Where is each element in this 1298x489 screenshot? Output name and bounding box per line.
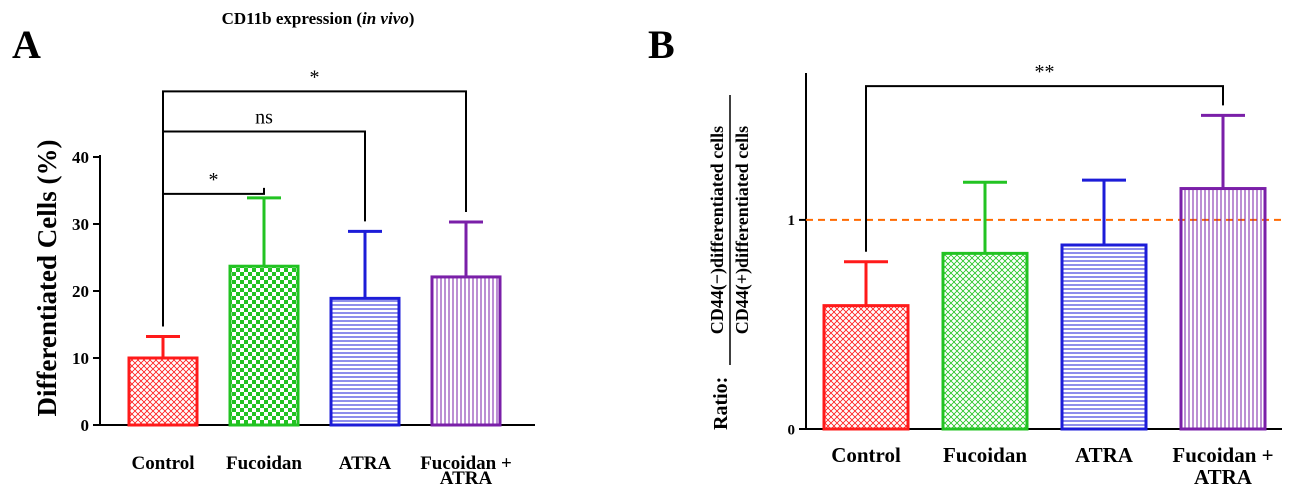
panel-b-category-label: Fucoidan [943, 443, 1027, 467]
panel-a-title: CD11b expression (in vivo) [222, 9, 415, 28]
panel-a-category-label: Control [132, 453, 195, 474]
panel-a-y-axis-label: Differentiated Cells (%) [32, 140, 62, 417]
panel-a-bar [329, 296, 401, 427]
panel-a-category-label: ATRA [339, 453, 392, 474]
panel-a-y-tick-label: 40 [72, 148, 89, 167]
panel-b-y-axis-numerator: CD44(−)differentiated cells [707, 126, 728, 334]
panel-b-category-label-line2: ATRA [1194, 465, 1253, 489]
panel-b-bar [1060, 243, 1148, 431]
panel-a-bar [430, 275, 502, 427]
panel-b-significance-bracket [865, 85, 1224, 252]
panel-b-y-axis-prefix: Ratio: [710, 377, 732, 430]
panel-a-category-label-line2: ATRA [440, 468, 493, 489]
panel-a-category-label: Fucoidan + [420, 453, 512, 474]
panel-a-title-italic: in vivo [362, 9, 409, 28]
panel-b-category-label: ATRA [1075, 443, 1134, 467]
panel-b-category-label: Fucoidan + [1172, 443, 1273, 467]
panel-b-y-axis-label: Ratio: CD44(−)differentiated cells CD44(… [707, 95, 753, 430]
panel-a-title-end: ) [409, 9, 415, 28]
panel-a-title-main: CD11b expression ( [222, 9, 363, 28]
panel-a-category-label: Fucoidan [226, 453, 302, 474]
panel-a-y-tick-label: 10 [72, 349, 89, 368]
panel-a-label: A [12, 22, 41, 67]
panel-b-bar [941, 251, 1029, 431]
panel-b-y-axis-denominator: CD44(+)differentiated cells [732, 126, 753, 334]
panel-a-significance-label: ns [255, 107, 273, 129]
panel-a-y-tick-label: 30 [72, 215, 89, 234]
panel-a-significance-bracket [162, 90, 467, 327]
panel-b-y-tick-label: 1 [788, 213, 796, 229]
panel-b-y-tick-label: 0 [788, 422, 796, 438]
panel-a-significance-label: * [310, 66, 320, 88]
panel-a-bar [228, 264, 300, 427]
panel-a-y-tick-label: 20 [72, 282, 89, 301]
panel-a-bar [127, 356, 199, 427]
panel-b-label: B [648, 22, 675, 67]
panel-b-category-label: Control [831, 443, 901, 467]
panel-a-y-tick-label: 0 [81, 416, 90, 435]
panel-b-significance-label: ** [1035, 61, 1055, 83]
panel-b-bar [822, 304, 910, 431]
panel-a-significance-label: * [209, 169, 219, 191]
panel-b-bar [1179, 187, 1267, 431]
